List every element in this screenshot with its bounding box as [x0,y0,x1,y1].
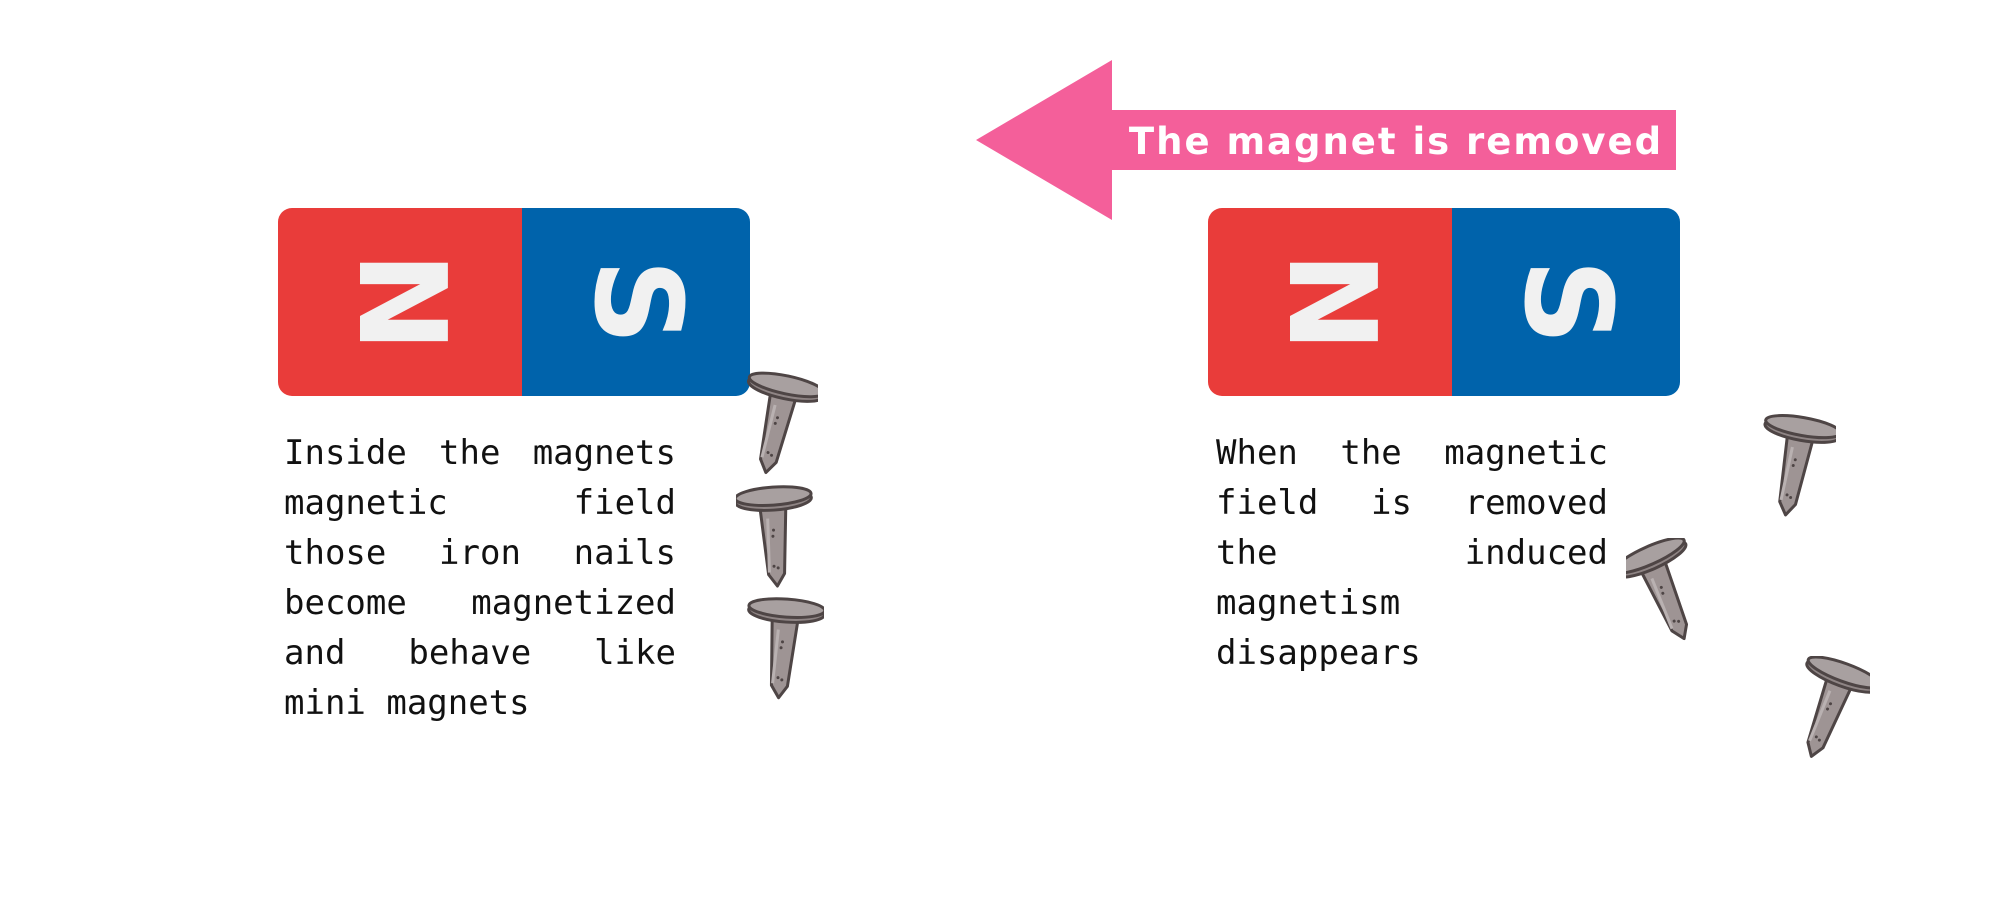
iron-nail-icon [1756,412,1836,522]
iron-nail-icon [1790,656,1870,766]
north-pole-label: N [331,251,470,353]
iron-nail-icon [738,370,818,480]
iron-nail-icon [736,482,816,591]
north-pole: N [278,208,522,396]
banner-label: The magnet is removed [1128,119,1664,163]
south-pole: S [522,208,750,396]
caption-field-removed: When the magnetic field is removed the i… [1216,433,1608,673]
iron-nail-icon [1626,538,1706,648]
arrow-left-icon [976,60,1676,220]
south-pole-label: S [567,258,706,346]
north-pole: N [1208,208,1452,396]
south-pole: S [1452,208,1680,396]
arrow-shape [976,60,1676,220]
caption-magnetized: Inside the magnets magnetic field those … [284,433,676,723]
south-pole-label: S [1497,258,1636,346]
bar-magnet-right: N S [1208,208,1680,396]
north-pole-label: N [1261,251,1400,353]
bar-magnet-left: N S [278,208,750,396]
iron-nail-icon [744,594,824,703]
